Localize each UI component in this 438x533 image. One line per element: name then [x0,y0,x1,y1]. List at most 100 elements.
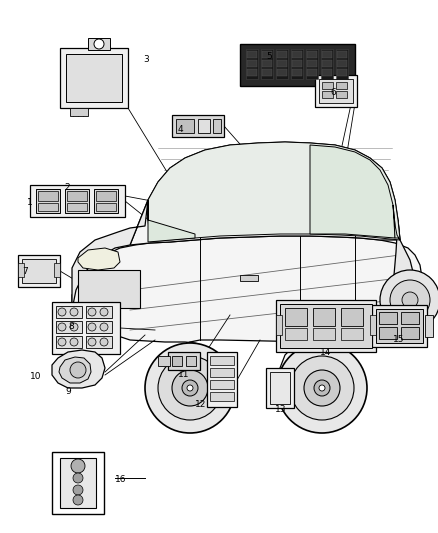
Circle shape [390,280,430,320]
Bar [322,60,332,67]
Circle shape [58,338,66,346]
Bar [307,60,317,67]
Bar [210,392,234,401]
Circle shape [187,385,193,391]
Bar [262,51,272,58]
Circle shape [277,343,367,433]
Circle shape [70,362,86,378]
Bar [425,315,433,337]
Bar [261,49,273,79]
Text: 3: 3 [143,55,149,64]
Bar [307,69,317,76]
Bar [341,328,363,340]
Bar [322,91,333,98]
Bar [52,452,104,514]
Text: 14: 14 [320,348,332,357]
Circle shape [100,338,108,346]
Text: 8: 8 [68,322,74,331]
Bar [172,356,182,366]
Bar [322,69,332,76]
Circle shape [58,323,66,331]
Circle shape [314,380,330,396]
Circle shape [88,308,96,316]
Circle shape [290,356,354,420]
Bar [313,308,335,326]
Circle shape [94,39,104,49]
Bar [67,191,87,201]
Bar [341,308,363,326]
Circle shape [70,308,78,316]
Bar [65,189,89,213]
Polygon shape [393,205,400,240]
Bar [285,308,307,326]
Bar [38,191,58,201]
Bar [96,191,116,201]
Bar [291,49,303,79]
Bar [277,60,287,67]
Bar [240,275,258,281]
Bar [292,69,302,76]
Bar [36,189,60,213]
Polygon shape [72,200,148,310]
Bar [75,313,95,318]
Bar [322,51,332,58]
Polygon shape [78,248,120,270]
Circle shape [402,292,418,308]
Bar [262,60,272,67]
Bar [266,368,294,408]
Polygon shape [148,200,195,242]
Bar [60,48,128,108]
Bar [60,458,96,508]
Polygon shape [393,220,416,342]
Bar [277,69,287,76]
Polygon shape [59,357,91,383]
Bar [56,336,82,348]
Circle shape [145,343,235,433]
Bar [247,60,257,67]
Text: 2: 2 [64,183,70,192]
Bar [210,368,234,377]
Bar [67,203,87,211]
Text: 15: 15 [393,335,405,344]
Polygon shape [130,142,400,245]
Bar [52,302,120,354]
Bar [210,380,234,389]
Bar [30,185,125,217]
Text: 7: 7 [22,267,28,276]
Text: 5: 5 [266,52,272,61]
Circle shape [71,459,85,473]
Circle shape [380,270,438,330]
Bar [277,51,287,58]
Bar [186,356,196,366]
Polygon shape [148,142,400,242]
Polygon shape [72,236,422,408]
Bar [247,69,257,76]
Bar [18,263,24,277]
Text: 9: 9 [65,387,71,396]
Bar [336,49,348,79]
Circle shape [58,308,66,316]
Circle shape [319,385,325,391]
Bar [213,119,221,133]
Circle shape [88,338,96,346]
Circle shape [182,380,198,396]
Bar [401,327,419,339]
Bar [198,119,210,133]
Text: 4: 4 [178,125,184,134]
Circle shape [100,323,108,331]
Bar [78,270,140,308]
Bar [56,306,82,318]
Bar [176,119,194,133]
Bar [270,372,290,404]
Bar [54,263,60,277]
Bar [262,69,272,76]
Bar [172,115,224,137]
Circle shape [172,370,208,406]
Circle shape [73,485,83,495]
Bar [336,91,347,98]
Bar [18,255,60,287]
Bar [70,108,88,116]
Bar [94,189,118,213]
Bar [322,82,333,89]
Circle shape [73,495,83,505]
